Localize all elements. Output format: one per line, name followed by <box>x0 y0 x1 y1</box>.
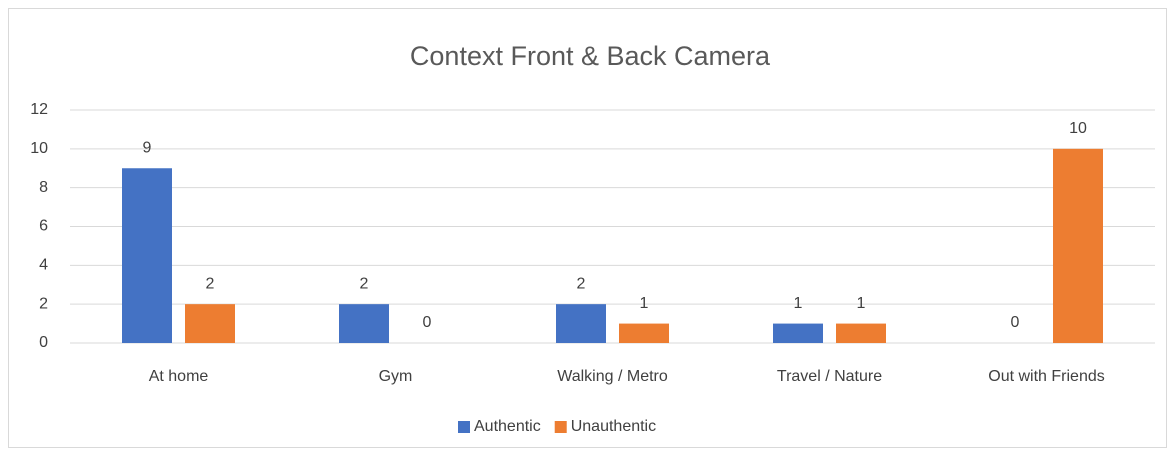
data-label: 0 <box>1011 314 1020 331</box>
bar <box>556 304 606 343</box>
data-label: 2 <box>206 275 215 292</box>
bar <box>836 323 886 343</box>
y-tick-label: 10 <box>30 140 48 157</box>
chart-title: Context Front & Back Camera <box>410 41 771 71</box>
bar <box>122 168 172 343</box>
y-tick-label: 4 <box>39 257 48 274</box>
data-label: 1 <box>857 295 866 312</box>
data-label: 1 <box>794 295 803 312</box>
data-label: 2 <box>577 275 586 292</box>
legend-swatch <box>554 421 567 433</box>
data-label: 9 <box>143 139 152 156</box>
legend-label: Authentic <box>474 418 541 435</box>
y-tick-label: 8 <box>39 179 48 196</box>
chart-border <box>8 8 1167 448</box>
x-tick-label: At home <box>149 368 209 385</box>
x-tick-label: Travel / Nature <box>777 368 882 385</box>
bar <box>1053 148 1103 343</box>
x-tick-label: Out with Friends <box>988 368 1104 385</box>
y-tick-label: 2 <box>39 295 48 312</box>
bar <box>339 304 389 343</box>
bar <box>773 323 823 343</box>
bar <box>619 323 669 343</box>
data-label: 2 <box>360 275 369 292</box>
bar <box>185 304 235 343</box>
y-tick-label: 12 <box>30 101 48 118</box>
legend-swatch <box>458 421 470 433</box>
y-tick-label: 0 <box>39 334 48 351</box>
x-tick-label: Walking / Metro <box>557 368 668 385</box>
y-tick-label: 6 <box>39 218 48 235</box>
data-label: 10 <box>1069 120 1087 137</box>
data-label: 0 <box>423 314 432 331</box>
legend-label: Unauthentic <box>571 418 656 435</box>
data-label: 1 <box>640 295 649 312</box>
x-tick-label: Gym <box>379 368 413 385</box>
